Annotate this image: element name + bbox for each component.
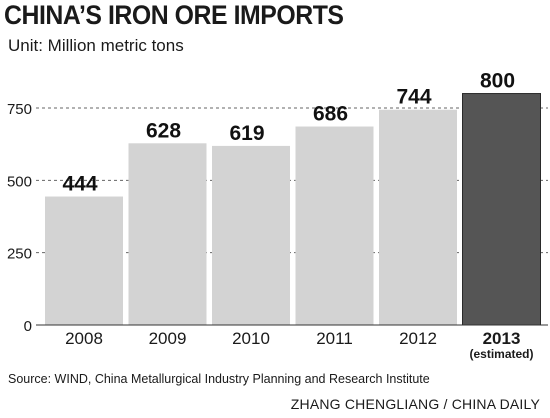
y-tick-label-750: 750 <box>7 101 32 118</box>
y-tick-label-0: 0 <box>24 318 32 335</box>
x-tick-label-2012: 2012 <box>399 329 437 348</box>
y-tick-label-500: 500 <box>7 173 32 190</box>
bar-2013 <box>462 93 541 326</box>
data-label-2010: 619 <box>229 122 264 145</box>
unit-label: Unit: Million metric tons <box>8 36 184 55</box>
data-label-2009: 628 <box>146 119 181 142</box>
data-label-2012: 744 <box>396 86 431 109</box>
bar-chart: 0 250 500 750 444 2008 628 2009 619 2010 686 2011 74… <box>7 70 548 361</box>
bar-2010 <box>212 145 290 325</box>
source-note: Source: WIND, China Metallurgical Indust… <box>8 372 430 386</box>
x-tick-label-2013: 2013 <box>483 329 521 348</box>
x-tick-label-2009: 2009 <box>149 329 187 348</box>
x-tick-note-2013: (estimated) <box>469 347 533 361</box>
bar-2009 <box>128 143 207 325</box>
data-label-2008: 444 <box>62 173 97 196</box>
x-tick-label-2010: 2010 <box>232 329 270 348</box>
credit-line: ZHANG CHENGLIANG / CHINA DAILY <box>290 396 540 412</box>
bar-2012 <box>379 109 457 326</box>
data-label-2011: 686 <box>313 103 348 126</box>
x-tick-label-2008: 2008 <box>65 329 103 348</box>
y-tick-label-250: 250 <box>7 246 32 263</box>
x-tick-label-2011: 2011 <box>316 329 353 348</box>
chart-title: CHINA’S IRON ORE IMPORTS <box>4 0 344 30</box>
bar-2008 <box>45 196 123 325</box>
data-label-2013: 800 <box>480 70 515 93</box>
bar-2011 <box>295 126 374 325</box>
